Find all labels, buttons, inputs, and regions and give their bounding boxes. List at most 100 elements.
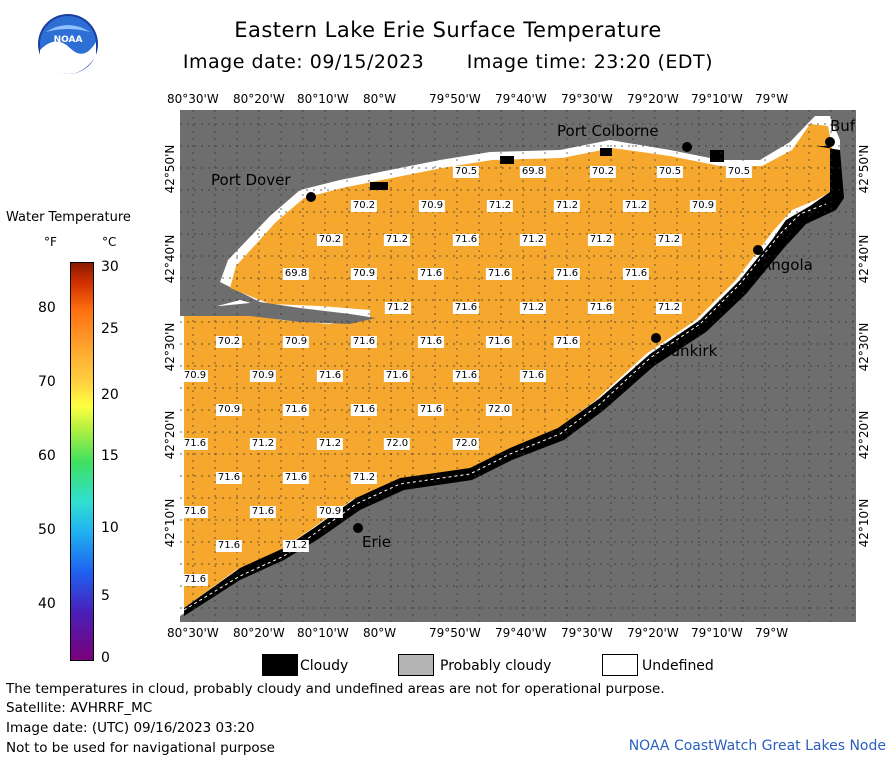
image-date: Image date: 09/15/2023 xyxy=(182,51,425,73)
longitude-tick-label: 79°10'W xyxy=(691,92,743,106)
temperature-label: 71.6 xyxy=(452,234,480,246)
temperature-label: 71.2 xyxy=(249,438,277,450)
temperature-label: 71.6 xyxy=(215,472,243,484)
latitude-tick-label: 42°40'N xyxy=(857,234,871,284)
temperature-label: 71.6 xyxy=(181,506,209,518)
temperature-label: 71.6 xyxy=(587,302,615,314)
temperature-label: 71.6 xyxy=(417,268,445,280)
angola-dot xyxy=(753,245,763,255)
temperature-label: 71.2 xyxy=(655,302,683,314)
key-probably-cloudy-label: Probably cloudy xyxy=(440,658,552,674)
temperature-label: 70.9 xyxy=(282,336,310,348)
latitude-tick-label: 42°30'N xyxy=(857,322,871,372)
footer-nav-warning: Not to be used for navigational purpose xyxy=(6,740,275,756)
longitude-tick-label: 79°50'W xyxy=(429,92,481,106)
temperature-label: 71.6 xyxy=(215,540,243,552)
legend-f-tick: 60 xyxy=(38,448,56,464)
temperature-label: 70.2 xyxy=(589,166,617,178)
key-undefined-label: Undefined xyxy=(642,658,714,674)
longitude-tick-label: 80°10'W xyxy=(297,626,349,640)
legend-f-tick: 50 xyxy=(38,522,56,538)
longitude-tick-label: 80°20'W xyxy=(233,626,285,640)
temperature-label: 71.6 xyxy=(350,336,378,348)
legend-c-tick: 15 xyxy=(101,448,119,464)
temperature-label: 70.9 xyxy=(181,370,209,382)
longitude-tick-label: 80°30'W xyxy=(167,92,219,106)
longitude-tick-label: 79°40'W xyxy=(495,92,547,106)
map-subtitle: Image date: 09/15/2023 Image time: 23:20… xyxy=(0,51,896,73)
buffalo-dot xyxy=(825,137,835,147)
noaa-logo-icon: NOAA xyxy=(38,14,98,74)
cloud-patch xyxy=(500,156,514,164)
key-undefined-swatch xyxy=(602,654,638,676)
cloud-patch xyxy=(370,182,388,190)
temperature-label: 71.2 xyxy=(383,234,411,246)
legend-unit-f: °F xyxy=(44,235,57,249)
legend-c-tick: 0 xyxy=(101,650,110,666)
temperature-label: 71.6 xyxy=(452,370,480,382)
temperature-label: 71.2 xyxy=(384,302,412,314)
temperature-label: 71.2 xyxy=(486,200,514,212)
dunkirk-dot xyxy=(651,333,661,343)
footer-note: The temperatures in cloud, probably clou… xyxy=(6,681,665,697)
temperature-label: 70.2 xyxy=(350,200,378,212)
longitude-tick-label: 79°20'W xyxy=(627,92,679,106)
city-label-buffalo: Buf xyxy=(830,117,856,135)
temperature-label: 71.2 xyxy=(622,200,650,212)
erie-dot xyxy=(353,523,363,533)
latitude-tick-label: 42°20'N xyxy=(857,410,871,460)
legend-c-tick: 20 xyxy=(101,387,119,403)
temperature-label: 71.6 xyxy=(622,268,650,280)
temperature-label: 71.6 xyxy=(485,268,513,280)
legend-c-tick: 10 xyxy=(101,520,119,536)
key-probably-cloudy-swatch xyxy=(398,654,434,676)
temperature-label: 70.9 xyxy=(249,370,277,382)
temperature-label: 72.0 xyxy=(383,438,411,450)
temperature-label: 71.2 xyxy=(350,472,378,484)
temperature-label: 71.6 xyxy=(383,370,411,382)
svg-text:NOAA: NOAA xyxy=(54,35,83,45)
longitude-tick-label: 79°W xyxy=(755,626,789,640)
city-label-angola: Angola xyxy=(761,256,813,274)
temperature-label: 71.6 xyxy=(553,336,581,348)
map-title: Eastern Lake Erie Surface Temperature xyxy=(234,18,662,42)
legend-c-tick: 30 xyxy=(101,259,119,275)
temperature-label: 71.6 xyxy=(282,404,310,416)
lake-erie-map xyxy=(180,110,856,622)
legend-f-tick: 70 xyxy=(38,374,56,390)
latitude-tick-label: 42°50'N xyxy=(857,144,871,194)
longitude-tick-label: 80°20'W xyxy=(233,92,285,106)
temperature-label: 71.6 xyxy=(485,336,513,348)
cloud-patch xyxy=(710,150,724,162)
temperature-label: 71.2 xyxy=(282,540,310,552)
longitude-tick-label: 79°50'W xyxy=(429,626,481,640)
longitude-tick-label: 79°20'W xyxy=(627,626,679,640)
temperature-label: 69.8 xyxy=(519,166,547,178)
temperature-label: 70.2 xyxy=(215,336,243,348)
city-label-port-dover: Port Dover xyxy=(211,171,291,189)
longitude-tick-label: 79°40'W xyxy=(495,626,547,640)
city-label-dunkirk: Dunkirk xyxy=(659,342,718,360)
temperature-label: 71.2 xyxy=(519,302,547,314)
longitude-tick-label: 80°W xyxy=(363,92,397,106)
legend-title: Water Temperature xyxy=(6,210,131,225)
temperature-label: 70.9 xyxy=(316,506,344,518)
temperature-label: 70.5 xyxy=(725,166,753,178)
key-cloudy-label: Cloudy xyxy=(300,658,349,674)
temperature-label: 71.6 xyxy=(181,574,209,586)
legend-c-tick: 5 xyxy=(101,588,110,604)
temperature-label: 71.6 xyxy=(282,472,310,484)
cloud-patch xyxy=(600,148,612,156)
temperature-label: 71.2 xyxy=(316,438,344,450)
footer-satellite: Satellite: AVHRRF_MC xyxy=(6,700,153,716)
longitude-tick-label: 79°10'W xyxy=(691,626,743,640)
temperature-label: 70.5 xyxy=(452,166,480,178)
temperature-label: 71.6 xyxy=(181,438,209,450)
port-dover-dot xyxy=(306,192,316,202)
temperature-label: 70.5 xyxy=(656,166,684,178)
temperature-label: 71.6 xyxy=(249,506,277,518)
temperature-colorbar xyxy=(70,262,94,661)
cloud-band xyxy=(184,146,844,616)
graticule xyxy=(180,110,856,622)
footer-credit: NOAA CoastWatch Great Lakes Node xyxy=(628,738,886,754)
